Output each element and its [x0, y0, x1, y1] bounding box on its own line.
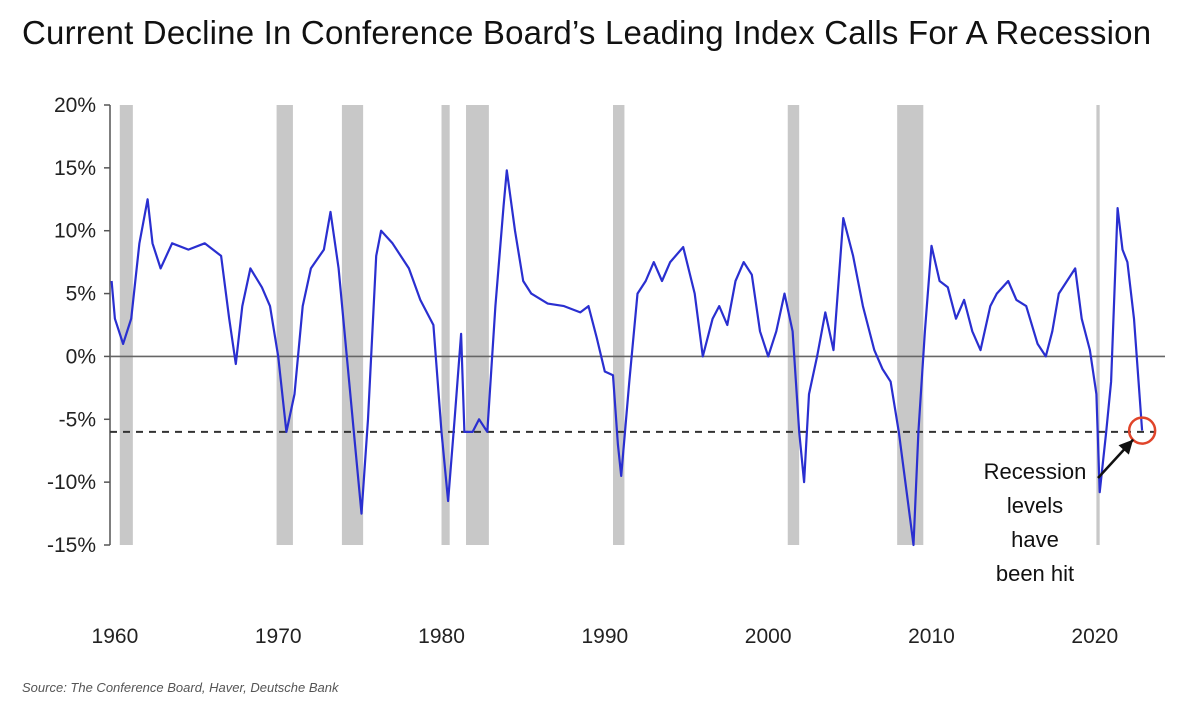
x-axis: 1960 1970 1980 1990 2000 2010 2020 — [92, 625, 1119, 648]
x-tick-label: 1990 — [581, 625, 628, 648]
recession-band-1 — [119, 105, 133, 545]
annotation-line-3: have — [1011, 527, 1059, 552]
series-line — [110, 169, 1144, 547]
y-tick-label: 0% — [66, 345, 96, 368]
recession-band-5 — [466, 105, 489, 545]
chart-title: Current Decline In Conference Board’s Le… — [22, 14, 1152, 51]
recession-band-6 — [613, 105, 625, 545]
recession-band-4 — [441, 105, 450, 545]
x-tick-label: 1970 — [255, 625, 302, 648]
recession-band-8 — [897, 105, 924, 545]
recession-band-2 — [276, 105, 293, 545]
y-tick-label: 5% — [66, 283, 96, 306]
x-tick-label: 2000 — [745, 625, 792, 648]
x-tick-label: 2010 — [908, 625, 955, 648]
y-tick-label: 10% — [54, 220, 96, 243]
recession-band-9 — [1096, 105, 1100, 545]
y-axis: 20% 15% 10% 5% 0% -5% -10% -15% — [47, 94, 111, 557]
x-tick-label: 2020 — [1071, 625, 1118, 648]
recession-band-7 — [787, 105, 800, 545]
source-note: Source: The Conference Board, Haver, Deu… — [22, 680, 339, 695]
annotation-arrow-head — [1118, 439, 1134, 455]
annotation-line-2: levels — [1007, 493, 1063, 518]
y-tick-label: 20% — [54, 94, 96, 117]
annotation: Recession levels have been hit — [984, 438, 1135, 586]
annotation-line-4: been hit — [996, 561, 1074, 586]
y-tick-label: -15% — [47, 534, 96, 557]
recession-bands — [119, 105, 1100, 545]
latest-value-circle — [1127, 416, 1157, 445]
y-tick-label: -10% — [47, 471, 96, 494]
x-tick-label: 1960 — [92, 625, 139, 648]
y-tick-label: 15% — [54, 157, 96, 180]
y-tick-label: -5% — [59, 408, 96, 431]
recession-band-3 — [341, 105, 364, 545]
x-tick-label: 1980 — [418, 625, 465, 648]
annotation-line-1: Recession — [984, 459, 1087, 484]
